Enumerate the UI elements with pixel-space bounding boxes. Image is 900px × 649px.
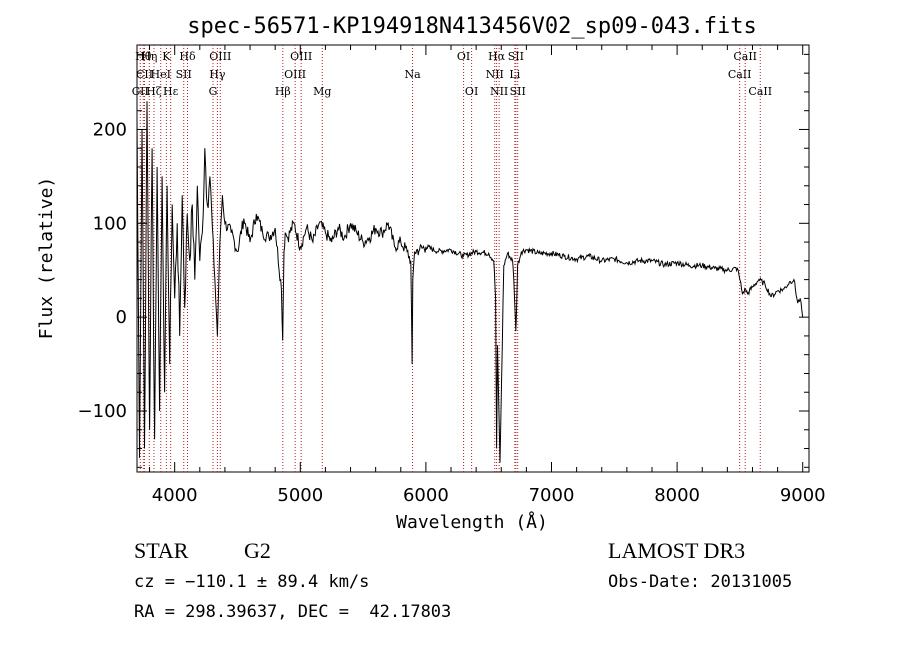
marker-label-26: CaII [728,68,752,81]
marker-label-22: NII [490,85,508,98]
marker-label-18: OI [457,50,470,63]
y-tick-label-2: 100 [93,213,127,234]
marker-label-12: G [209,85,218,98]
x-tick-label-4: 8000 [654,485,700,506]
x-tick-label-3: 7000 [529,485,575,506]
x-axis-label: Wavelength (Å) [396,511,548,533]
marker-label-23: Li [509,68,520,81]
marker-label-24: SII [508,50,524,63]
flux-series [136,101,804,463]
redshift-velocity: cz = −110.1 ± 89.4 km/s [134,572,370,592]
marker-label-16: Mg [313,85,331,98]
x-tick-label-1: 5000 [277,485,323,506]
coordinates-ra-dec: RA = 298.39637, DEC = 42.17803 [134,602,452,622]
object-subclass: G2 [244,538,271,563]
marker-label-4: Hζ [146,85,162,98]
y-tick-label-1: 0 [116,307,127,328]
marker-label-13: Hβ [275,85,291,98]
marker-label-3: Hη [141,50,157,63]
marker-label-28: CaII [748,85,772,98]
plot-frame [136,44,810,473]
survey-name: LAMOST DR3 [608,538,746,563]
marker-label-17: Na [404,68,421,81]
x-axis-ticks: 4000 5000 6000 7000 8000 9000 [149,45,826,506]
marker-label-6: K [162,50,171,63]
x-tick-label-5: 9000 [780,485,826,506]
marker-label-7: Hε [163,85,179,98]
marker-label-11: Hγ [209,68,226,81]
marker-label-9: Hδ [179,50,196,63]
marker-label-1: Hθ [135,50,152,63]
chart-title: spec-56571-KP194918N413456V02_sp09-043.f… [187,14,757,39]
marker-label-14: OIII [284,68,306,81]
x-tick-label-0: 4000 [152,485,198,506]
y-axis-label: Flux (relative) [36,177,57,340]
marker-label-8: SII [176,68,192,81]
marker-label-5: HeI [151,68,171,81]
y-tick-label-0: −100 [78,401,127,422]
marker-label-19: OI [465,85,478,98]
y-axis-ticks: −100 0 100 200 [78,53,809,468]
object-class: STAR [134,538,189,563]
marker-label-10: OIII [209,50,231,63]
marker-label-20: NII [486,68,504,81]
marker-label-25: SII [510,85,526,98]
marker-label-2: CII [136,68,153,81]
y-tick-label-3: 200 [93,119,127,140]
observation-date: Obs-Date: 20131005 [608,572,793,592]
x-tick-label-2: 6000 [403,485,449,506]
marker-label-21: Hα [488,50,506,63]
marker-label-15: OIII [290,50,312,63]
marker-label-27: CaII [733,50,757,63]
flux-line [136,101,804,463]
